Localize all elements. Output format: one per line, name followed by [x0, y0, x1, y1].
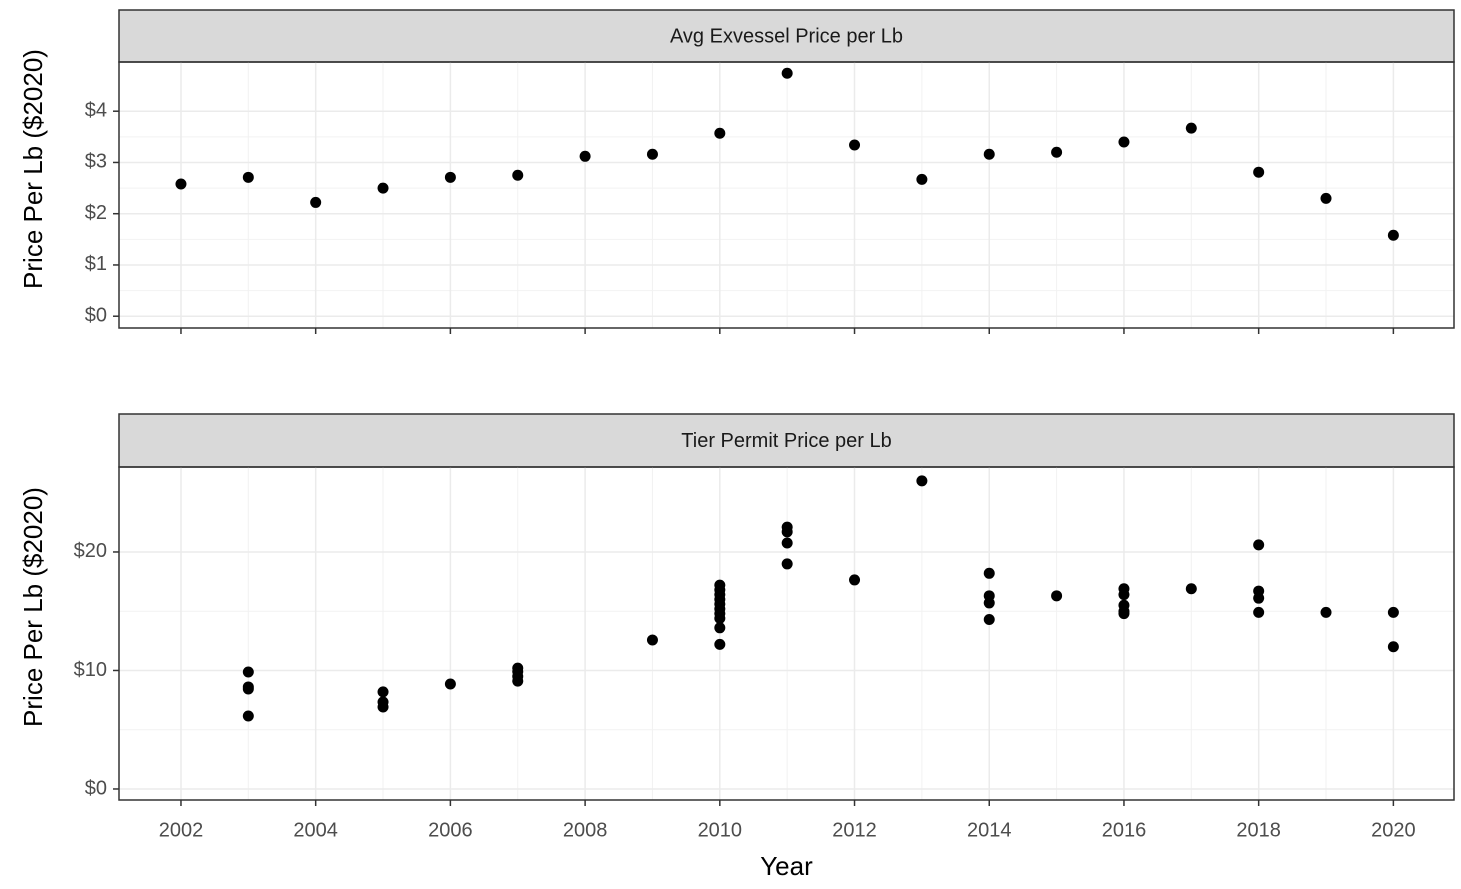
- point: [310, 196, 322, 208]
- point: [983, 567, 995, 579]
- x-tick-label: 2012: [832, 819, 877, 841]
- point: [781, 537, 793, 549]
- point: [242, 683, 254, 695]
- point: [983, 614, 995, 626]
- point: [1118, 589, 1130, 601]
- y-tick-label: $4: [85, 99, 107, 121]
- strip-title: Tier Permit Price per Lb: [681, 430, 891, 452]
- point: [916, 475, 928, 487]
- point: [1387, 229, 1399, 241]
- point: [242, 171, 254, 183]
- point: [444, 171, 456, 183]
- y-tick-label: $0: [85, 777, 107, 799]
- point: [983, 148, 995, 160]
- point: [444, 678, 456, 690]
- point: [1253, 592, 1265, 604]
- point: [1051, 146, 1063, 158]
- point: [1051, 590, 1063, 602]
- point: [1253, 166, 1265, 178]
- point: [646, 148, 658, 160]
- point: [1387, 641, 1399, 653]
- y-tick-label: $20: [74, 540, 107, 562]
- panel-border: [118, 466, 1455, 801]
- point: [714, 638, 726, 650]
- point: [1118, 608, 1130, 620]
- y-tick-label: $0: [85, 304, 107, 326]
- point: [512, 675, 524, 687]
- x-tick-label: 2016: [1102, 819, 1147, 841]
- x-tick-label: 2008: [563, 819, 608, 841]
- point: [714, 612, 726, 624]
- point: [916, 173, 928, 185]
- point: [377, 182, 389, 194]
- x-tick-label: 2004: [293, 819, 338, 841]
- x-tick-label: 2010: [698, 819, 743, 841]
- y-tick-label: $10: [74, 659, 107, 681]
- point: [781, 526, 793, 538]
- point: [849, 139, 861, 151]
- point: [1253, 606, 1265, 618]
- point: [242, 710, 254, 722]
- point: [1320, 192, 1332, 204]
- point: [579, 150, 591, 162]
- strip: [118, 9, 1455, 63]
- point: [512, 169, 524, 181]
- point: [1387, 606, 1399, 618]
- y-tick-label: $3: [85, 151, 107, 173]
- point: [1185, 583, 1197, 595]
- x-tick-label: 2006: [428, 819, 473, 841]
- y-tick-label: $2: [85, 202, 107, 224]
- point: [1320, 606, 1332, 618]
- point: [1253, 539, 1265, 551]
- panel-border: [118, 61, 1455, 329]
- point: [175, 178, 187, 190]
- y-tick-label: $1: [85, 253, 107, 275]
- x-tick-label: 2020: [1371, 819, 1416, 841]
- point: [781, 67, 793, 79]
- point: [983, 597, 995, 609]
- point: [377, 701, 389, 713]
- y-axis-label: Price Per Lb ($2020): [18, 487, 48, 727]
- point: [377, 686, 389, 698]
- strip: [118, 413, 1455, 468]
- point: [1118, 136, 1130, 148]
- strip-title: Avg Exvessel Price per Lb: [670, 25, 903, 47]
- point: [781, 558, 793, 570]
- y-axis-label: Price Per Lb ($2020): [18, 49, 48, 289]
- x-tick-label: 2014: [967, 819, 1012, 841]
- point: [242, 666, 254, 678]
- x-tick-label: 2002: [159, 819, 204, 841]
- point: [849, 574, 861, 586]
- x-tick-label: 2018: [1236, 819, 1281, 841]
- point: [714, 622, 726, 634]
- point: [1185, 122, 1197, 134]
- x-axis-label: Year: [760, 851, 813, 881]
- point: [646, 634, 658, 646]
- point: [714, 127, 726, 139]
